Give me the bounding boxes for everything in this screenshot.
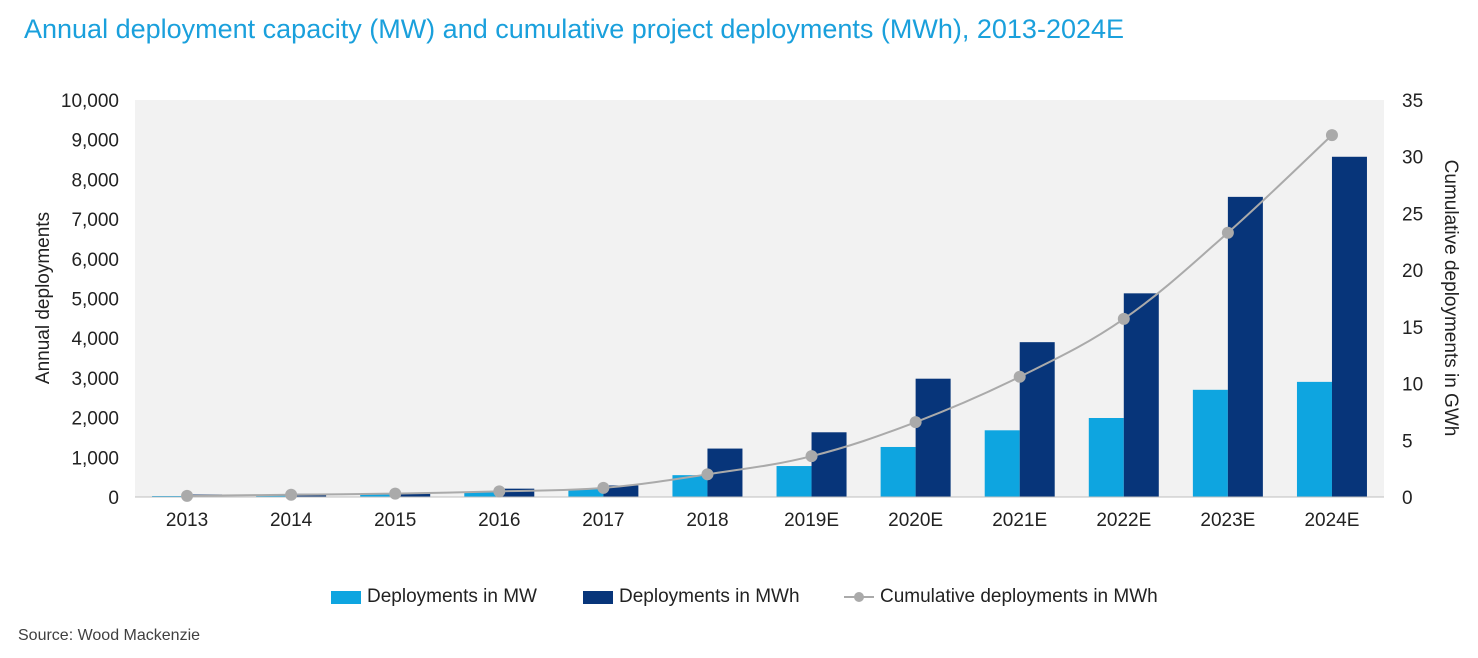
y-tick-label: 7,000 [71, 210, 119, 231]
bar-mwh-2023E [1227, 196, 1263, 498]
x-tick-label: 2023E [1200, 510, 1255, 531]
x-axis-ticks: 2013 2014 2015 2016 2017 2018 2019E 2020E 2021E 2… [166, 510, 1360, 531]
bars-group [152, 156, 1367, 498]
y2-tick-label: 10 [1402, 375, 1423, 396]
cumulative-point-2020E [909, 416, 922, 429]
x-tick-label: 2018 [686, 510, 728, 531]
bar-mw-2020E [880, 446, 916, 497]
x-tick-label: 2020E [888, 510, 943, 531]
legend-label-mw: Deployments in MW [367, 586, 537, 607]
bar-mwh-2019E [811, 432, 847, 497]
y-tick-label: 3,000 [71, 369, 119, 390]
x-tick-label: 2016 [478, 510, 520, 531]
bar-mw-2021E [984, 430, 1020, 497]
cumulative-line-group [181, 129, 1338, 502]
bar-mw-2024E [1296, 381, 1332, 497]
cumulative-line [187, 134, 1333, 497]
x-tick-label: 2013 [166, 510, 208, 531]
legend-swatch-mw [331, 590, 361, 604]
cumulative-point-2023E [1221, 226, 1234, 239]
y2-axis-ticks: 0 5 10 15 20 25 30 35 [1402, 91, 1423, 509]
y2-tick-label: 0 [1402, 488, 1413, 509]
bar-mw-2016 [464, 492, 500, 497]
legend-label-mwh: Deployments in MWh [619, 586, 800, 607]
cumulative-point-2021E [1013, 370, 1026, 383]
source-note: Source: Wood Mackenzie [18, 627, 201, 644]
cumulative-point-2016 [493, 485, 506, 498]
y-tick-label: 8,000 [71, 170, 119, 191]
y2-tick-label: 25 [1402, 204, 1423, 225]
x-tick-label: 2022E [1096, 510, 1151, 531]
bar-mwh-2016 [499, 488, 535, 497]
cumulative-point-2022E [1117, 312, 1130, 325]
y-tick-label: 4,000 [71, 329, 119, 350]
bar-mw-2022E [1088, 417, 1124, 497]
y2-tick-label: 20 [1402, 261, 1423, 282]
x-tick-label: 2017 [582, 510, 624, 531]
bar-mwh-2015 [395, 492, 431, 497]
legend-item-mw: Deployments in MW [331, 586, 537, 608]
bar-mw-2017 [568, 489, 604, 497]
y2-axis-label: Cumulative deployments in GWh [1440, 160, 1461, 437]
cumulative-point-2013 [181, 489, 194, 502]
y-axis-ticks: 0 1,000 2,000 3,000 4,000 5,000 6,000 7,000 8,00… [61, 91, 119, 509]
y-tick-label: 0 [108, 488, 119, 509]
x-tick-label: 2021E [992, 510, 1047, 531]
bar-mwh-2017 [603, 485, 639, 497]
y-tick-label: 1,000 [71, 448, 119, 469]
bar-mw-2018 [672, 475, 708, 497]
cumulative-point-2018 [701, 468, 714, 481]
chart-title: Annual deployment capacity (MW) and cumu… [24, 14, 1125, 44]
cumulative-point-2017 [597, 481, 610, 494]
cumulative-point-2024E [1325, 129, 1338, 142]
x-tick-label: 2019E [784, 510, 839, 531]
bar-mwh-2021E [1019, 342, 1055, 497]
cumulative-point-2014 [285, 488, 298, 501]
legend-swatch-mwh [583, 590, 613, 604]
x-tick-label: 2014 [270, 510, 313, 531]
y-tick-label: 10,000 [61, 91, 119, 112]
legend-item-mwh: Deployments in MWh [583, 586, 800, 608]
y2-tick-label: 15 [1402, 318, 1423, 339]
y-tick-label: 9,000 [71, 131, 119, 152]
bar-mw-2023E [1192, 389, 1228, 497]
x-tick-label: 2015 [374, 510, 416, 531]
y2-tick-label: 30 [1402, 148, 1423, 169]
y-axis-label: Annual deployments [33, 212, 54, 384]
cumulative-point-2019E [805, 450, 818, 463]
legend-item-cumulative: Cumulative deployments in MWh [844, 586, 1158, 608]
legend-marker-cumulative [844, 592, 874, 602]
bar-mwh-2020E [915, 378, 951, 497]
bar-mw-2015 [360, 493, 396, 497]
y-tick-label: 5,000 [71, 290, 119, 311]
bar-mwh-2024E [1331, 156, 1367, 497]
plot-area [135, 100, 1384, 497]
y-tick-label: 6,000 [71, 250, 119, 271]
y2-tick-label: 35 [1402, 91, 1423, 112]
legend-label-cumulative: Cumulative deployments in MWh [880, 586, 1158, 607]
x-tick-label: 2024E [1304, 510, 1359, 531]
cumulative-point-2015 [389, 487, 402, 500]
y-tick-label: 2,000 [71, 409, 119, 430]
bar-mwh-2022E [1123, 293, 1159, 497]
bar-mw-2019E [776, 466, 812, 497]
y2-tick-label: 5 [1402, 431, 1413, 452]
